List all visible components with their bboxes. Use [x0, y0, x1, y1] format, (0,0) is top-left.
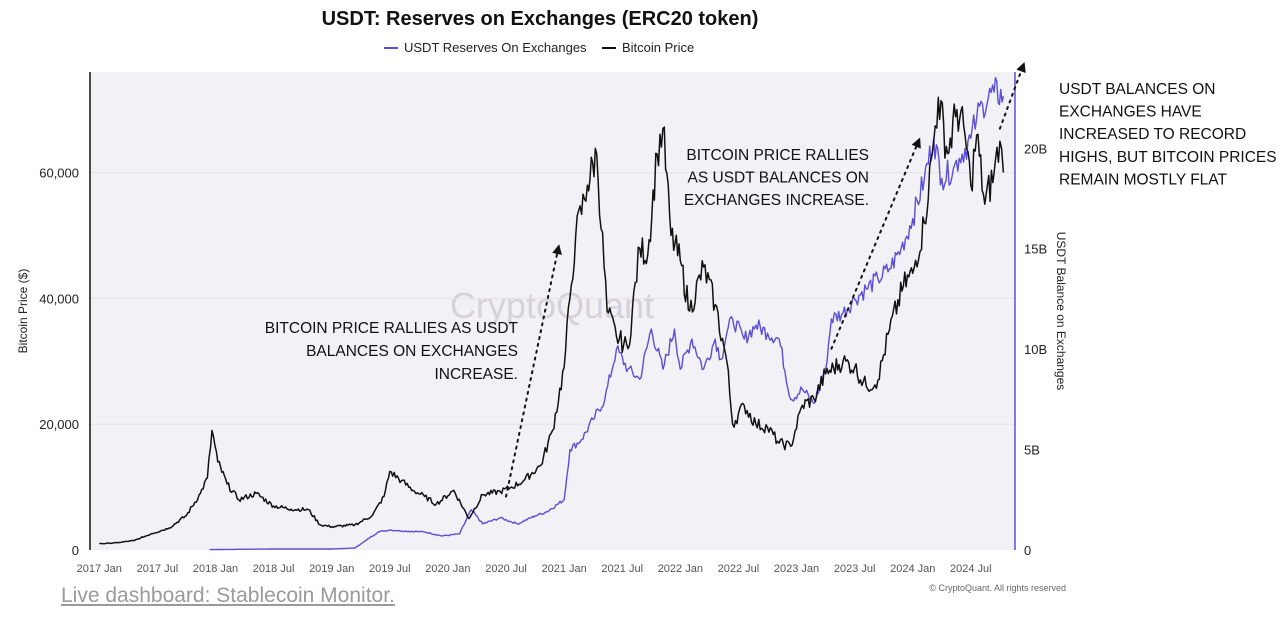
copyright-notice: © CryptoQuant. All rights reserved [929, 583, 1066, 593]
y-right-tick-label: 0 [1024, 543, 1031, 558]
x-axis-ticks: 2017 Jan 2017 Jul 2018 Jan 2018 Jul 2019 Jan… [77, 563, 992, 575]
x-tick-label: 2017 Jan [77, 563, 122, 575]
grid [90, 172, 1015, 425]
annotation-1: BITCOIN PRICE RALLIES AS USDT BALANCES ON… [265, 320, 519, 383]
x-tick-label: 2018 Jan [193, 563, 238, 575]
series-layer [99, 77, 1005, 551]
y-right-tick-label: 10B [1024, 342, 1047, 357]
y-right-axis-title: USDT Balance on Exchanges [1054, 232, 1068, 391]
series-line-0 [99, 96, 1005, 545]
x-tick-label: 2021 Jul [601, 563, 643, 575]
annotation-line: AS USDT BALANCES ON [688, 170, 869, 187]
y-left-axis-title: Bitcoin Price ($) [16, 269, 30, 354]
x-tick-label: 2019 Jan [309, 563, 354, 575]
x-tick-label: 2023 Jan [774, 563, 819, 575]
y-right-tick-label: 15B [1024, 242, 1047, 257]
y-right-tick-label: 20B [1024, 141, 1047, 156]
annotation-line: EXCHANGES INCREASE. [684, 192, 869, 209]
annotation-arrow [830, 137, 921, 350]
y-right-ticks: 0 5B 10B 15B 20B [1024, 141, 1047, 558]
x-tick-label: 2023 Jul [834, 563, 876, 575]
annotation-layer: BITCOIN PRICE RALLIES AS USDT BALANCES ON… [265, 81, 1277, 383]
annotation-arrow [505, 244, 562, 498]
y-right-tick-label: 5B [1024, 443, 1040, 458]
annotation-line: INCREASED TO RECORD [1059, 126, 1246, 143]
y-left-tick-label: 40,000 [39, 291, 79, 306]
x-tick-label: 2021 Jan [541, 563, 586, 575]
x-tick-label: 2022 Jan [658, 563, 703, 575]
series-line-1 [209, 77, 1005, 551]
x-tick-label: 2018 Jul [253, 563, 295, 575]
annotation-line: HIGHS, BUT BITCOIN PRICES [1059, 149, 1277, 166]
legend-label-usdt: USDT Reserves On Exchanges [404, 40, 587, 55]
watermark: CryptoQuant [450, 285, 654, 326]
y-left-ticks: 0 20,000 40,000 60,000 [39, 166, 79, 558]
y-left-tick-label: 20,000 [39, 417, 79, 432]
annotation-line: USDT BALANCES ON [1059, 81, 1215, 98]
annotation-line: INCREASE. [434, 366, 518, 383]
x-tick-label: 2024 Jul [950, 563, 992, 575]
x-tick-label: 2017 Jul [137, 563, 179, 575]
annotation-line: BALANCES ON EXCHANGES [306, 343, 518, 360]
annotation-line: EXCHANGES HAVE [1059, 104, 1202, 121]
dashboard-link[interactable]: Live dashboard: Stablecoin Monitor. [61, 584, 395, 607]
annotation-line: BITCOIN PRICE RALLIES [686, 147, 869, 164]
y-left-tick-label: 60,000 [39, 166, 79, 181]
x-tick-label: 2020 Jan [425, 563, 470, 575]
annotation-2: BITCOIN PRICE RALLIES AS USDT BALANCES ON… [684, 147, 869, 209]
x-tick-label: 2020 Jul [485, 563, 527, 575]
legend-label-btc: Bitcoin Price [622, 40, 694, 55]
y-left-tick-label: 0 [72, 543, 79, 558]
x-tick-label: 2019 Jul [369, 563, 411, 575]
x-tick-label: 2024 Jan [890, 563, 935, 575]
plot-area [90, 72, 1015, 550]
x-tick-label: 2022 Jul [718, 563, 760, 575]
arrow-layer [505, 61, 1026, 498]
annotation-3: USDT BALANCES ON EXCHANGES HAVE INCREASED … [1059, 81, 1277, 188]
chart-title: USDT: Reserves on Exchanges (ERC20 token… [322, 8, 759, 30]
legend[interactable]: USDT Reserves On Exchanges Bitcoin Price [384, 40, 694, 55]
annotation-line: BITCOIN PRICE RALLIES AS USDT [265, 320, 519, 337]
annotation-line: REMAIN MOSTLY FLAT [1059, 171, 1227, 188]
annotation-arrow [998, 61, 1026, 130]
